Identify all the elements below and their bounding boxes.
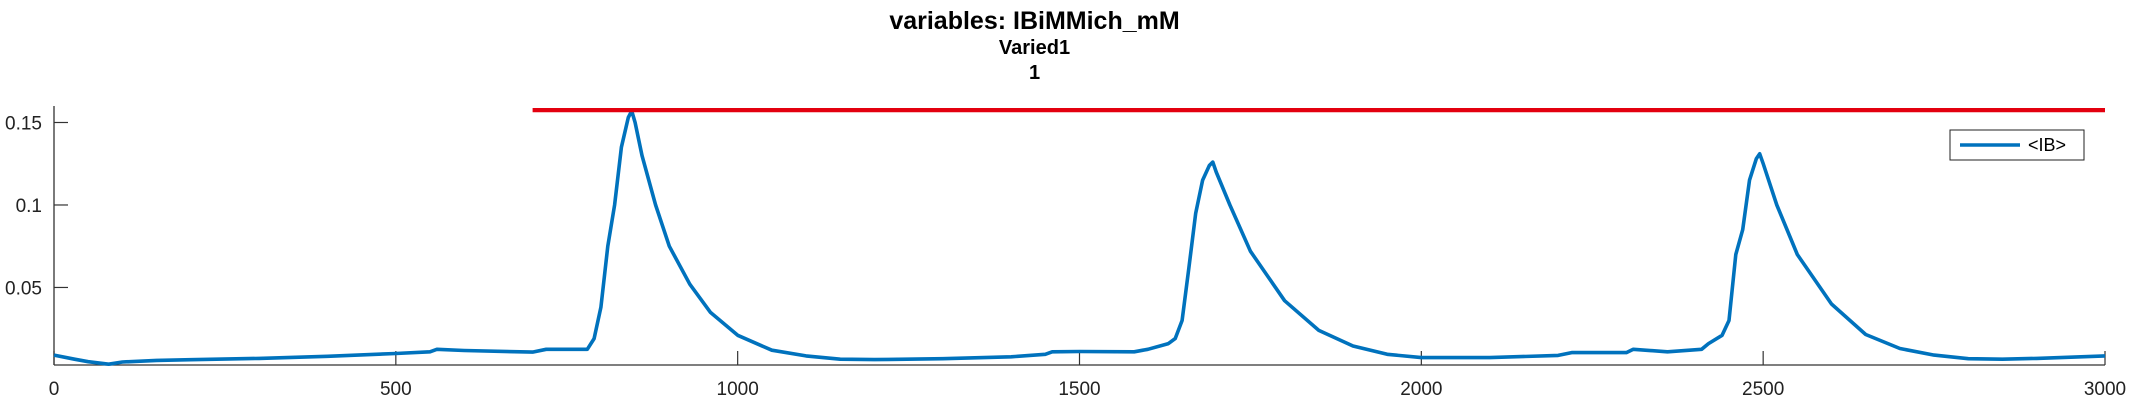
- y-axis-ticks: 0.05 0.1 0.15: [5, 113, 68, 299]
- chart-subtitle-1: Varied1: [998, 37, 1071, 59]
- y-tick-label: 0.1: [16, 196, 42, 217]
- x-tick-label: 2000: [1400, 379, 1442, 400]
- chart-title: variables: IBiMMich_mM: [889, 7, 1180, 35]
- title-block: variables: IBiMMich_mM Varied1 1: [0, 6, 2133, 86]
- x-tick-label: 0: [49, 379, 60, 400]
- legend: <IB>: [1949, 129, 2085, 161]
- x-axis-ticks: 0 500 1000 1500 2000 2500 3000: [49, 351, 2126, 400]
- x-tick-label: 1000: [717, 379, 759, 400]
- axes: [53, 106, 2105, 366]
- y-tick-label: 0.15: [5, 113, 42, 134]
- series-line-ib: [53, 109, 2106, 367]
- series-layer: [53, 107, 2106, 367]
- x-tick-label: 1500: [1058, 379, 1100, 400]
- x-tick-label: 500: [380, 379, 412, 400]
- x-tick-label: 2500: [1742, 379, 1784, 400]
- x-tick-label: 3000: [2084, 379, 2126, 400]
- legend-label: <IB>: [2028, 135, 2066, 155]
- y-tick-label: 0.05: [5, 278, 42, 299]
- chart-subtitle-2: 1: [1028, 62, 1041, 84]
